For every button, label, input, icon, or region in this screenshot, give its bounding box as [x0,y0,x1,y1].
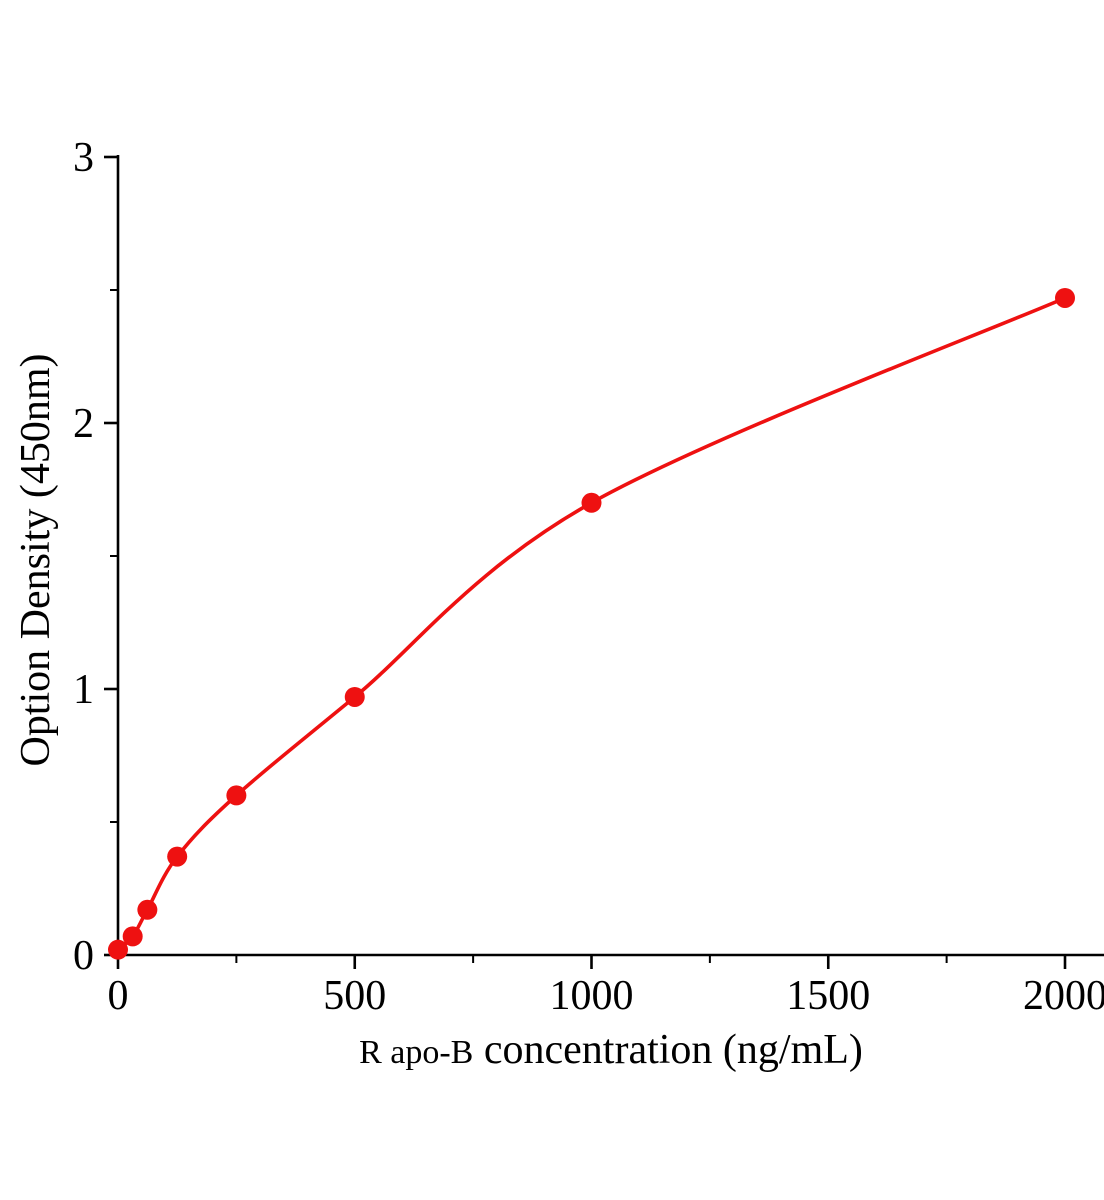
data-point-marker [226,785,247,806]
data-point-marker [122,926,143,947]
x-tick-label: 1500 [786,973,870,1019]
x-tick-label: 1000 [550,973,634,1019]
standard-curve-line [116,296,1067,952]
data-point-marker [1055,287,1075,308]
x-tick-label: 500 [323,973,386,1019]
y-tick-label: 0 [73,933,94,979]
data-point-marker [108,939,128,960]
data-point-marker [137,899,158,920]
data-point-marker [167,846,188,867]
x-tick-label: 2000 [1023,973,1104,1019]
x-tick-label: 0 [108,973,129,1019]
x-axis-label: R apo-B concentration (ng/mL) [118,1026,1104,1086]
x-axis-label-main: concentration (ng/mL) [473,1027,863,1073]
x-axis-label-prefix: R apo-B [359,1034,474,1071]
data-point-marker [344,686,365,707]
y-tick-label: 2 [73,401,94,447]
y-axis-label: Option Density (450nm) [13,353,59,767]
data-point-marker [581,492,602,513]
y-tick-label: 1 [73,667,94,713]
y-tick-label: 3 [73,135,94,181]
